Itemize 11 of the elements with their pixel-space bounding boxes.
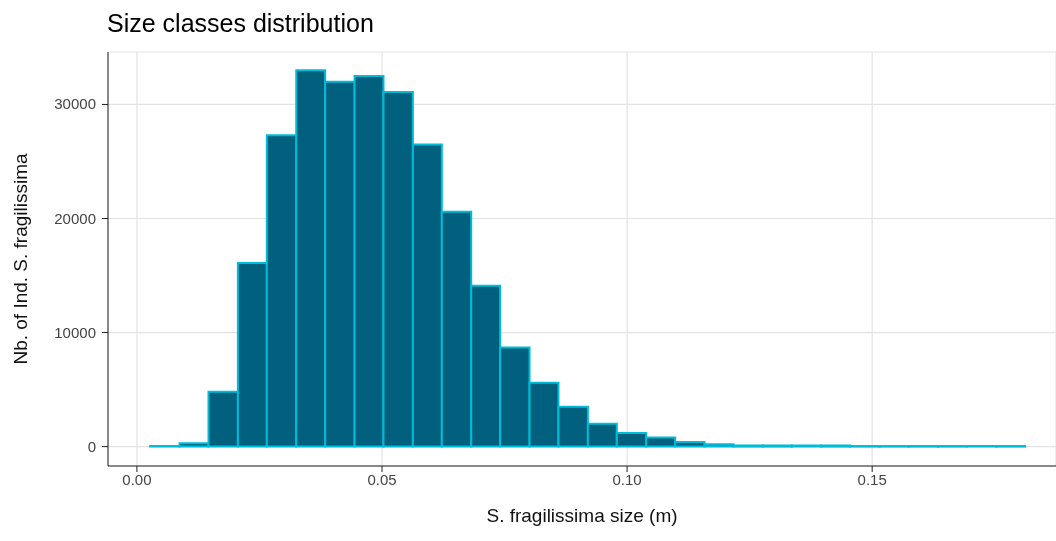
y-tick-label: 20000	[54, 209, 96, 227]
x-tick-label: 0.05	[367, 470, 397, 488]
y-tick-label: 0	[87, 437, 96, 455]
x-tick-label: 0.10	[612, 470, 642, 488]
x-tick-label: 0.15	[857, 470, 887, 488]
y-tick-label: 10000	[54, 323, 96, 341]
chart-title: Size classes distribution	[106, 8, 375, 39]
x-tick-label: 0.00	[122, 470, 152, 488]
x-axis-title: S. fragilissima size (m)	[486, 505, 678, 526]
y-axis-title: Nb. of Ind. S. fragilissima	[9, 152, 31, 365]
y-tick-label: 30000	[54, 95, 96, 113]
